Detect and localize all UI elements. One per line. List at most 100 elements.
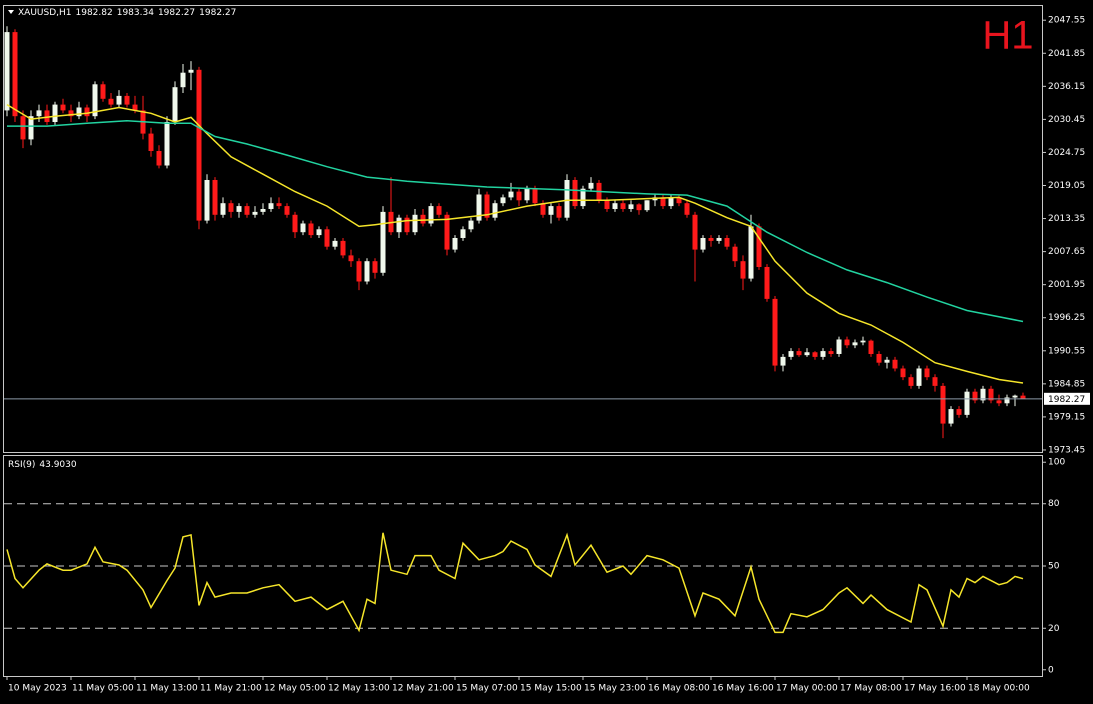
candle-body: [60, 104, 66, 111]
y-tick-label: 2041.85: [1048, 49, 1085, 59]
candle-body: [932, 377, 938, 386]
candle-body: [540, 203, 546, 215]
candle-body: [972, 391, 978, 401]
candle-body: [732, 246, 738, 262]
y-tick-label: 2007.65: [1048, 247, 1085, 257]
candle-body: [212, 179, 218, 215]
candle-body: [692, 214, 698, 250]
candle-body: [860, 340, 866, 343]
y-tick-label: 2001.95: [1048, 280, 1085, 290]
candle-body: [1004, 397, 1010, 404]
candle-body: [580, 188, 586, 207]
candle-body: [852, 342, 858, 346]
candle-body: [404, 217, 410, 233]
indicator-line: [6, 103, 1024, 384]
y-tick-label: 0: [1048, 665, 1054, 675]
candle-body: [292, 214, 298, 233]
candle-body: [444, 214, 450, 250]
x-tick-label: 16 May 08:00: [648, 684, 710, 694]
candle-body: [324, 229, 330, 247]
y-tick-label: 80: [1048, 499, 1060, 509]
candle-body: [644, 200, 650, 211]
y-tick-label: 2030.45: [1048, 115, 1085, 125]
x-tick-label: 17 May 08:00: [840, 684, 902, 694]
candle-body: [708, 237, 714, 241]
candle-body: [620, 203, 626, 209]
candle-body: [548, 206, 554, 215]
candle-body: [908, 377, 914, 386]
price-panel-frame: [3, 5, 1043, 453]
candle-body: [884, 359, 890, 363]
candle-body: [604, 200, 610, 209]
candle-body: [252, 211, 258, 215]
candle-body: [148, 133, 154, 151]
candle-body: [356, 261, 362, 282]
candle-body: [636, 204, 642, 211]
candle-body: [204, 179, 210, 221]
candle-body: [924, 368, 930, 378]
candle-body: [756, 226, 762, 267]
candle-body: [428, 206, 434, 224]
candle-body: [68, 110, 74, 117]
candle-body: [108, 98, 114, 105]
candle-body: [796, 351, 802, 356]
candle-body: [132, 104, 138, 111]
candle-body: [612, 203, 618, 209]
candle-body: [308, 223, 314, 236]
candle-body: [100, 84, 106, 99]
candle-body: [532, 188, 538, 204]
candle-body: [748, 226, 754, 279]
candle-body: [44, 110, 50, 122]
current-price-label: 1982.27: [1048, 395, 1085, 405]
x-tick-label: 16 May 16:00: [712, 684, 774, 694]
ohlc-open: 1982.82: [76, 8, 113, 18]
candle-body: [892, 359, 898, 369]
menu-triangle[interactable]: [8, 10, 14, 14]
candle-body: [876, 353, 882, 363]
candle-body: [172, 87, 178, 122]
candle-body: [164, 121, 170, 166]
candle-body: [684, 203, 690, 215]
candle-body: [468, 220, 474, 230]
x-tick-label: 18 May 00:00: [968, 684, 1030, 694]
rsi-header: RSI(9) 43.9030: [8, 460, 77, 470]
candle-body: [940, 385, 946, 424]
candle-body: [260, 208, 266, 212]
candle-body: [196, 69, 202, 221]
candle-body: [284, 206, 290, 215]
candle-body: [332, 240, 338, 247]
indicator-line: [7, 120, 1024, 323]
x-tick-label: 11 May 05:00: [72, 684, 134, 694]
candle-body: [500, 197, 506, 204]
candle-body: [964, 391, 970, 415]
x-tick-label: 15 May 15:00: [520, 684, 582, 694]
rsi-panel-frame: [3, 455, 1043, 677]
candle-body: [476, 194, 482, 221]
x-tick-label: 12 May 05:00: [264, 684, 326, 694]
candle-body: [988, 388, 994, 401]
x-tick-label: 12 May 21:00: [392, 684, 454, 694]
candle-body: [668, 197, 674, 207]
candle-body: [244, 206, 250, 215]
candle-body: [364, 261, 370, 282]
candle-body: [316, 229, 322, 236]
candle-body: [220, 203, 226, 215]
candle-body: [828, 351, 834, 354]
candle-body: [300, 223, 306, 233]
candle-body: [460, 229, 466, 238]
candle-body: [516, 191, 522, 201]
candle-body: [52, 104, 58, 122]
candle-body: [820, 351, 826, 357]
candle-body: [980, 388, 986, 401]
y-tick-label: 1990.55: [1048, 346, 1085, 356]
candle-body: [996, 400, 1002, 404]
candle-body: [660, 197, 666, 207]
candle-body: [92, 84, 98, 117]
candle-body: [76, 107, 82, 117]
candle-body: [492, 203, 498, 218]
indicator-line: [6, 532, 1024, 634]
y-tick-label: 2036.15: [1048, 82, 1085, 92]
x-tick-label: 17 May 16:00: [904, 684, 966, 694]
